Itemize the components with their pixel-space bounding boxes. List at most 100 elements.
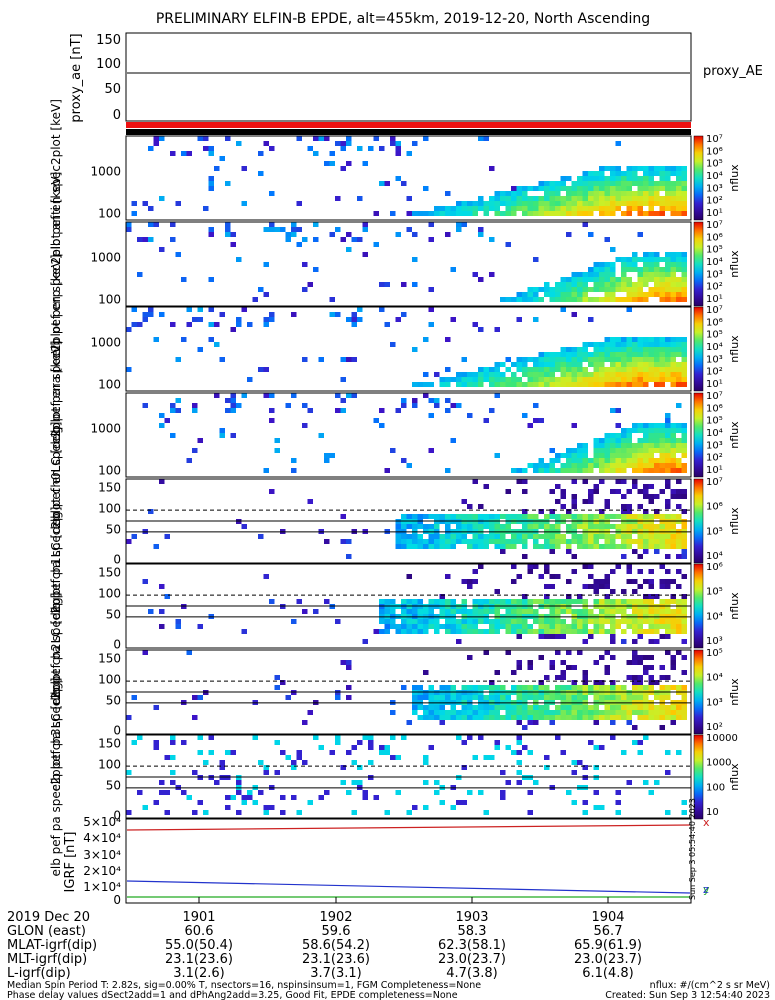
spectrogram-cell (659, 257, 665, 262)
spectrogram-cell (582, 352, 588, 357)
colorbar-label: nflux (728, 678, 741, 706)
spectrogram-cell (522, 544, 528, 549)
spectrogram-cell (335, 227, 341, 232)
ephem-value: 3.7(3.1) (310, 966, 362, 981)
spectrogram-cell (412, 705, 418, 710)
spectrogram-cell (483, 715, 489, 720)
spectrogram-cell (379, 750, 385, 755)
spectrogram-cells (142, 393, 687, 473)
spectrogram-cell (648, 624, 654, 629)
spectrogram-cell (560, 297, 566, 302)
spectrogram-cell (681, 695, 687, 700)
spectrogram-cell (467, 524, 473, 529)
spectrogram-cell (582, 282, 588, 287)
spectrogram-cell (610, 206, 616, 211)
colorbar-tick: 10⁴ (706, 551, 723, 562)
spectrogram-cell (604, 166, 610, 171)
spectrogram-cell (390, 619, 396, 624)
spectrogram-cell (401, 282, 407, 287)
spectrogram-cell (681, 423, 687, 428)
spectrogram-cell (670, 367, 676, 372)
spectrogram-cell (610, 282, 616, 287)
spectrogram-cell (632, 458, 638, 463)
spectrogram-cell (500, 524, 506, 529)
spectrogram-cell (610, 629, 616, 634)
colorbar-tick: 10⁶ (706, 403, 723, 414)
spectrogram-cell (604, 468, 610, 473)
spectrogram-cell (461, 619, 467, 624)
spectrogram-cell (483, 619, 489, 624)
spectrogram-cell (588, 287, 594, 292)
spectrogram-cell (654, 362, 660, 367)
spectrogram-cell (527, 186, 533, 191)
spectrogram-cell (599, 382, 605, 387)
spectrogram-cell (527, 297, 533, 302)
spectrogram-cell (538, 297, 544, 302)
spectrogram-cell (549, 458, 555, 463)
spectrogram-cell (395, 755, 401, 760)
spectrogram-cell (610, 710, 616, 715)
spectrogram-cell (648, 257, 654, 262)
spectrogram-cell (406, 539, 412, 544)
spectrogram-cell (676, 514, 682, 519)
spectrogram-cell (604, 695, 610, 700)
spectrogram-cell (582, 624, 588, 629)
spectrogram-cell (522, 186, 528, 191)
spectrogram-cell (549, 544, 555, 549)
spectrogram-cell (428, 539, 434, 544)
spectrogram-cell (665, 372, 671, 377)
spectrogram-cell (390, 710, 396, 715)
spectrogram-cell (577, 297, 583, 302)
spectrogram-cell (665, 624, 671, 629)
spectrogram-cell (516, 624, 522, 629)
spectrogram-cell (489, 705, 495, 710)
spectrogram-cell (665, 524, 671, 529)
spectrogram-cell (577, 196, 583, 201)
spectrogram-cell (214, 393, 220, 398)
spectrogram-cell (571, 534, 577, 539)
spectrogram-cell (676, 428, 682, 433)
spectrogram-cell (676, 504, 682, 509)
spectrogram-cell (159, 584, 165, 589)
spectrogram-cell (665, 534, 671, 539)
spectrogram-cell (197, 750, 203, 755)
spectrogram-cell (461, 579, 467, 584)
spectrogram-cell (643, 619, 649, 624)
spectrogram-cell (637, 211, 643, 216)
spectrogram-cell (665, 710, 671, 715)
spectrogram-cell (467, 685, 473, 690)
spectrogram-cell (555, 181, 561, 186)
spectrogram-cell (615, 297, 621, 302)
spectrogram-cell (676, 685, 682, 690)
spectrogram-cell (571, 680, 577, 685)
spectrogram-cell (654, 181, 660, 186)
spectrogram-cell (318, 795, 324, 800)
spectrogram-cell (511, 750, 517, 755)
spectrogram-cell (593, 514, 599, 519)
spectrogram-cell (208, 181, 214, 186)
spectrogram-cell (511, 211, 517, 216)
spectrogram-cell (516, 377, 522, 382)
spectrogram-cell (659, 624, 665, 629)
spectrogram-cell (654, 186, 660, 191)
spectrogram-cell (544, 201, 550, 206)
spectrogram-cell (505, 489, 511, 494)
ephem-value: 58.6(54.2) (302, 938, 370, 953)
colorbar-tick: 10³ (706, 354, 723, 365)
spectrogram-cell (654, 780, 660, 785)
spectrogram-cell (296, 242, 302, 247)
spectrogram-cell (533, 186, 539, 191)
spectrogram-cell (357, 146, 363, 151)
spectrogram-cell (637, 337, 643, 342)
spectrogram-cell (505, 695, 511, 700)
spectrogram-cell (500, 544, 506, 549)
spectrogram-cell (582, 297, 588, 302)
spectrogram-cell (236, 317, 242, 322)
spectrogram-cell (533, 524, 539, 529)
spectrogram-cell (483, 539, 489, 544)
spectrogram-cell (621, 186, 627, 191)
spectrogram-cell (643, 362, 649, 367)
spectrogram-cell (434, 599, 440, 604)
spectrogram-cell (681, 554, 687, 559)
